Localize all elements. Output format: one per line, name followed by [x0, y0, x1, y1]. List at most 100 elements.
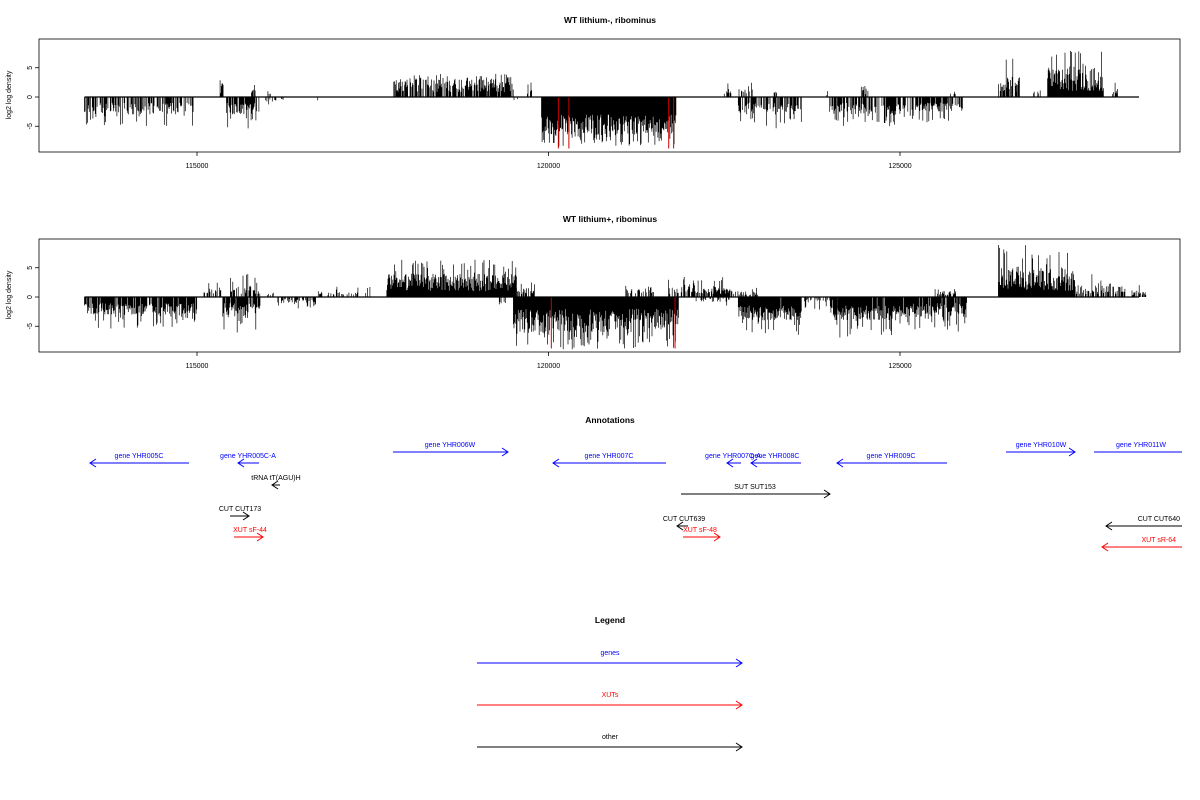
coverage-bar-group [829, 297, 901, 338]
coverage-bar-group [265, 97, 284, 105]
annotation-label: gene YHR007C-A [705, 453, 761, 460]
coverage-bar-group [695, 297, 730, 306]
coverage-bar-group [541, 97, 677, 147]
annotation-feature: XUT sF-44 [233, 527, 267, 542]
coverage-bar-group [1015, 85, 1020, 97]
coverage-bar-group [484, 77, 496, 97]
annotation-feature: gene YHR008C [750, 453, 801, 468]
coverage-bar-group [266, 292, 274, 297]
annotation-feature: CUT CUT639 [663, 516, 705, 531]
legend: Legend genes XUTs other [477, 615, 743, 752]
y-axis-label: log2 log density [6, 270, 13, 319]
annotation-feature: CUT CUT173 [219, 506, 261, 521]
coverage-bar-group [1112, 82, 1118, 97]
annotation-label: gene YHR006W [425, 442, 476, 449]
annotation-label: CUT CUT640 [1138, 516, 1180, 523]
coverage-bar-group [203, 282, 222, 297]
coverage-bar-group [668, 277, 690, 297]
coverage-bar-group [900, 97, 963, 123]
coverage-bar-group [230, 274, 261, 297]
antisense-highlights [557, 97, 675, 149]
annotation-feature: gene YHR006W [393, 442, 509, 457]
coverage-bar-group [1047, 50, 1104, 97]
coverage-bar-group [713, 277, 725, 297]
coverage-bar-group [950, 91, 956, 97]
legend-entry: genes [477, 650, 743, 668]
feature-arrowhead [242, 511, 250, 521]
y-tick-label: 0 [27, 95, 34, 99]
feature-arrowhead [676, 521, 684, 531]
annotation-feature: CUT CUT640 [1105, 516, 1182, 531]
coverage-bar-group [251, 85, 256, 97]
coverage-bar-group [860, 86, 869, 97]
y-axis-label: log2 log density [6, 70, 13, 119]
coverage-bar-group [277, 297, 316, 309]
annotation-feature: tRNA tT(AGU)H [251, 475, 301, 490]
coverage-bar-group [773, 91, 777, 97]
panel-title: WT lithium-, ribominus [564, 15, 656, 25]
annotation-feature: XUT sR-64 [1101, 537, 1182, 552]
feature-arrowhead [271, 480, 279, 490]
axes: 115000 120000 125000 5 0 -5 [27, 266, 1140, 370]
annotation-label: CUT CUT173 [219, 506, 261, 513]
coverage-bar-group [317, 286, 371, 297]
legend-label: XUTs [602, 692, 619, 699]
legend-entry: XUTs [477, 692, 743, 710]
annotation-label: gene YHR011W [1116, 442, 1166, 449]
legend-label: genes [600, 650, 620, 657]
coverage-bar-group [513, 297, 679, 350]
annotation-features: gene YHR005C gene YHR005C-A tRNA tT(AGU)H C… [89, 442, 1182, 552]
feature-arrowhead [1068, 447, 1076, 457]
coverage-bars [84, 245, 1147, 350]
annotation-feature: gene YHR011W [1094, 442, 1182, 453]
coverage-bar-group [723, 83, 732, 97]
annotation-label: gene YHR009C [867, 453, 916, 460]
feature-arrowhead [836, 458, 844, 468]
annotation-feature: gene YHR010W [1006, 442, 1076, 457]
coverage-panel-lithium-plus: WT lithium+, ribominus log2 log density … [6, 214, 1181, 370]
coverage-bar-group [1075, 274, 1126, 297]
x-tick-label: 115000 [186, 363, 209, 370]
coverage-bar-group [84, 297, 198, 329]
plot-frame [38, 238, 1181, 353]
coverage-bar-group [1033, 90, 1041, 97]
y-tick-label: 0 [27, 295, 34, 299]
feature-arrowhead [237, 458, 245, 468]
x-tick-label: 115000 [186, 163, 209, 170]
coverage-bar-group [226, 97, 260, 129]
coverage-bar-group [404, 81, 408, 97]
annotation-feature: gene YHR007C-A [705, 453, 761, 468]
coverage-bar-group [737, 297, 802, 335]
plot-frame [38, 38, 1181, 153]
annotation-label: CUT CUT639 [663, 516, 705, 523]
x-tick-label: 125000 [888, 163, 911, 170]
annotation-label: SUT SUT153 [734, 484, 776, 491]
annotation-label: gene YHR007C [585, 453, 634, 460]
coverage-bar-group [829, 97, 901, 127]
x-tick-label: 120000 [537, 163, 560, 170]
coverage-bar-group [737, 97, 802, 129]
coverage-bar-group [219, 80, 224, 97]
coverage-bar-group [731, 287, 759, 297]
coverage-bar-group [1131, 285, 1147, 297]
y-tick-label: 5 [27, 66, 34, 70]
annotation-label: gene YHR005C-A [220, 453, 276, 460]
coverage-bar-group [625, 285, 654, 297]
annotation-label: XUT sF-44 [233, 527, 267, 534]
annotation-feature: gene YHR009C [836, 453, 947, 468]
coverage-bar-group [527, 82, 532, 97]
annotations-track: Annotations gene YHR005C gene YHR005C-A tR… [89, 415, 1182, 552]
feature-arrowhead [823, 489, 831, 499]
coverage-bar-group [998, 58, 1020, 97]
feature-arrowhead [552, 458, 560, 468]
legend-title: Legend [595, 615, 625, 625]
coverage-bar-group [386, 259, 517, 297]
feature-arrowhead [501, 447, 509, 457]
x-tick-label: 120000 [537, 363, 560, 370]
annotations-title: Annotations [585, 415, 635, 425]
annotation-feature: gene YHR005C [89, 453, 189, 468]
annotation-feature: gene YHR005C-A [220, 453, 276, 468]
feature-arrowhead [713, 532, 721, 542]
annotation-feature: SUT SUT153 [681, 484, 831, 499]
